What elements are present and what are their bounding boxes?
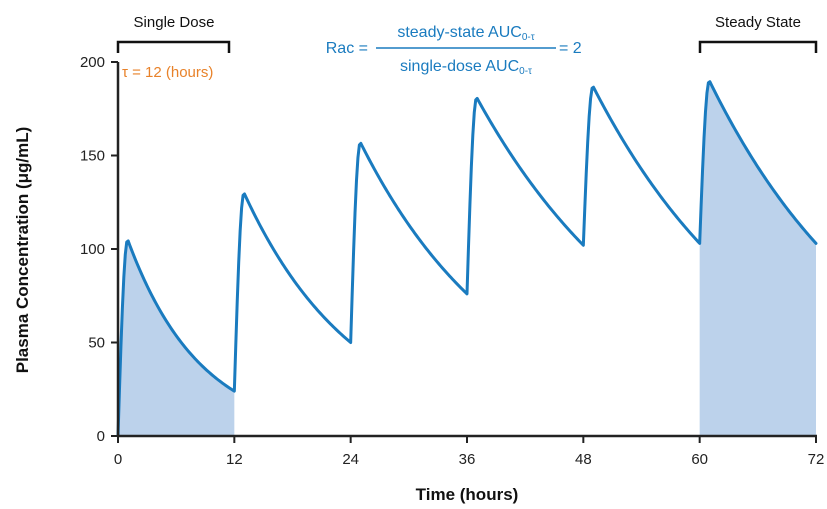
formula-denominator: single-dose AUC0-τ — [400, 58, 532, 77]
y-tick-label-0: 0 — [97, 428, 105, 445]
single-dose-label: Single Dose — [134, 14, 215, 31]
steady-state-label: Steady State — [715, 14, 801, 31]
y-tick-label-1: 50 — [88, 335, 105, 352]
single-dose-bracket — [116, 40, 231, 53]
y-tick-label-4: 200 — [80, 54, 105, 71]
x-tick-label-5: 60 — [691, 451, 708, 468]
formula-lhs: Rac = — [326, 40, 368, 57]
rac-formula: Rac = steady-state AUC0-τ single-dose AU… — [326, 24, 582, 77]
formula-numerator-subscript: 0-τ — [522, 32, 535, 43]
axis-ticks: 0 12 24 36 48 60 72 0 50 100 150 200 — [80, 54, 824, 468]
x-tick-label-0: 0 — [114, 451, 122, 468]
formula-numerator-text: steady-state AUC — [397, 24, 522, 41]
x-tick-label-6: 72 — [808, 451, 825, 468]
y-tick-label-2: 100 — [80, 241, 105, 258]
y-axis-title: Plasma Concentration (μg/mL) — [13, 127, 32, 374]
auc-shaded-areas — [118, 81, 816, 436]
x-axis-title: Time (hours) — [416, 485, 519, 504]
tau-label: τ = 12 (hours) — [122, 64, 213, 81]
concentration-curve — [116, 80, 818, 438]
auc-area-1 — [699, 81, 816, 436]
formula-denominator-text: single-dose AUC — [400, 58, 519, 75]
steady-state-bracket — [698, 40, 818, 53]
formula-denominator-subscript: 0-τ — [519, 66, 532, 77]
x-tick-label-3: 36 — [459, 451, 476, 468]
formula-numerator: steady-state AUC0-τ — [397, 24, 534, 43]
y-tick-label-3: 150 — [80, 148, 105, 165]
x-tick-label-2: 24 — [342, 451, 359, 468]
formula-rhs: = 2 — [559, 40, 582, 57]
x-tick-label-4: 48 — [575, 451, 592, 468]
x-tick-label-1: 12 — [226, 451, 243, 468]
auc-area-0 — [118, 240, 235, 436]
